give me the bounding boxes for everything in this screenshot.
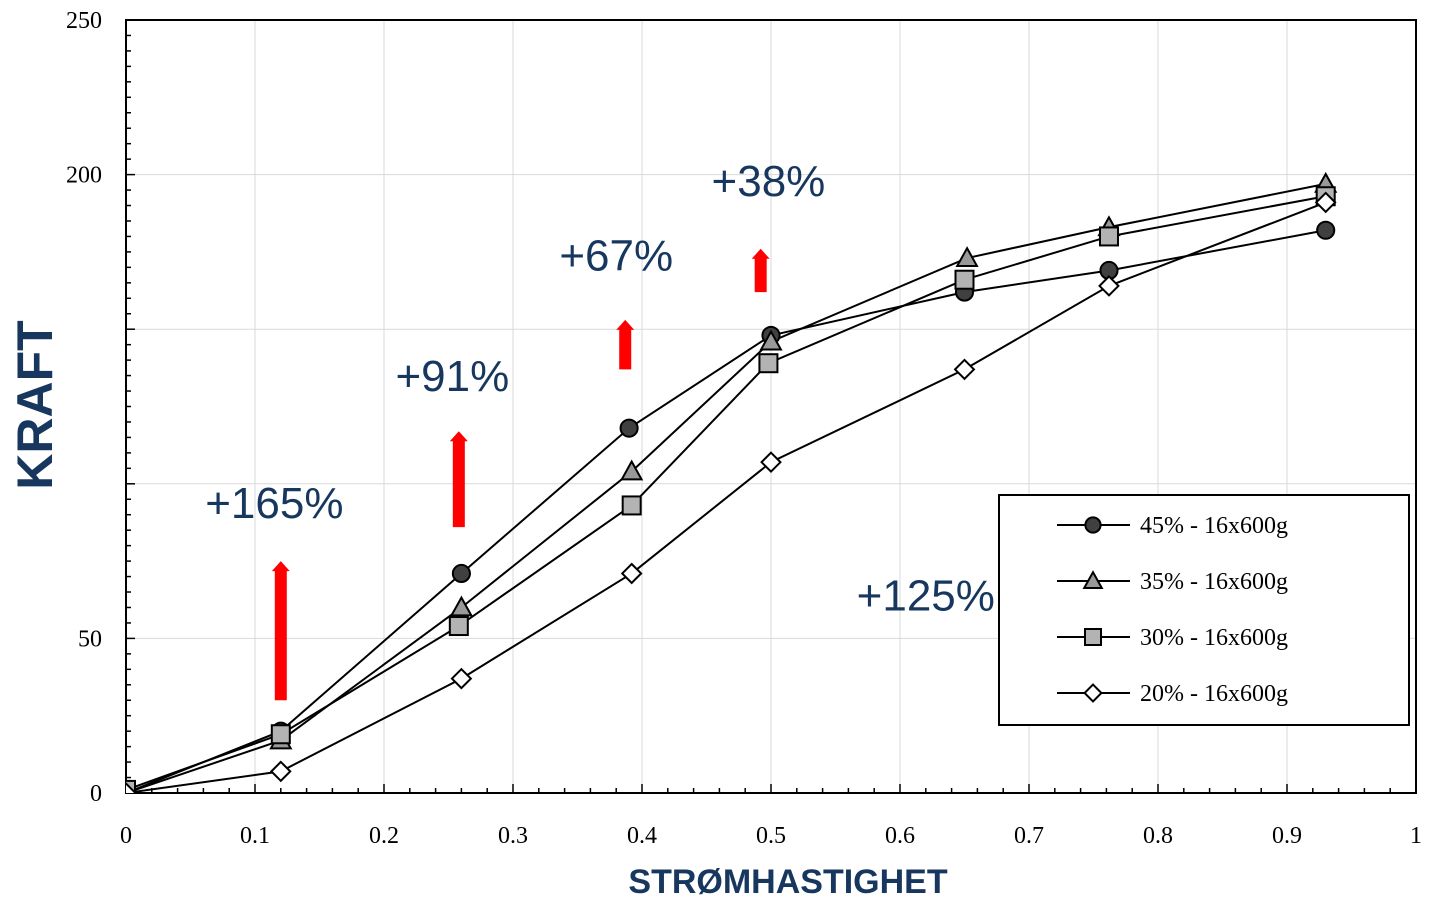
marker-circle bbox=[1084, 516, 1102, 534]
legend-marker bbox=[1083, 683, 1103, 703]
marker-diamond bbox=[620, 562, 643, 585]
x-tick-label: 0.2 bbox=[369, 823, 399, 849]
marker-square bbox=[1084, 628, 1102, 646]
legend-label: 45% - 16x600g bbox=[1140, 513, 1288, 539]
marker-square bbox=[954, 269, 975, 290]
marker-square bbox=[448, 616, 469, 637]
y-axis-title-group: KRAFT bbox=[7, 320, 63, 489]
marker-circle bbox=[451, 563, 471, 584]
marker-triangle bbox=[759, 329, 783, 351]
series-diamond bbox=[126, 201, 1327, 793]
annotation-label: +91% bbox=[395, 352, 509, 401]
y-tick-label: 50 bbox=[78, 626, 102, 652]
x-tick-label: 0.1 bbox=[240, 823, 270, 849]
arrow bbox=[751, 248, 770, 293]
x-tick-label: 0.5 bbox=[756, 823, 786, 849]
x-tick-label: 0 bbox=[120, 823, 132, 849]
marker-triangle bbox=[955, 246, 979, 268]
marker-triangle bbox=[1082, 570, 1104, 590]
y-axis-title: KRAFT bbox=[7, 320, 63, 489]
minor-ticks bbox=[125, 19, 1417, 794]
series-square bbox=[126, 195, 1326, 791]
arrow bbox=[616, 319, 635, 370]
y-tick-label: 200 bbox=[66, 163, 102, 189]
series-line bbox=[126, 201, 1327, 793]
series-markers bbox=[126, 186, 1336, 793]
marker-square bbox=[758, 353, 779, 374]
marker-circle bbox=[1316, 220, 1336, 240]
x-tick-label: 0.7 bbox=[1014, 823, 1044, 849]
marker-square bbox=[621, 495, 642, 516]
x-tick-label: 0.8 bbox=[1143, 823, 1173, 849]
legend-label: 35% - 16x600g bbox=[1140, 569, 1288, 595]
annotation-label: +125% bbox=[857, 572, 995, 621]
marker-diamond bbox=[269, 760, 292, 783]
x-tick-labels: 0 0.1 0.2 0.3 0.4 0.5 0.6 0.7 0.8 0.9 1 bbox=[120, 823, 1422, 849]
annotation-label: +67% bbox=[559, 231, 673, 280]
marker-square bbox=[270, 724, 291, 745]
series-markers bbox=[126, 191, 1337, 793]
arrow bbox=[449, 431, 468, 528]
annotations-group: +165% +91% +67% +38% +125% bbox=[205, 157, 995, 620]
x-tick-label: 0.9 bbox=[1272, 823, 1302, 849]
marker-triangle bbox=[620, 459, 644, 481]
series-circle bbox=[126, 229, 1326, 793]
marker-diamond bbox=[1083, 683, 1103, 703]
marker-diamond bbox=[1098, 275, 1120, 297]
marker-diamond bbox=[760, 451, 782, 474]
legend-label: 30% - 16x600g bbox=[1140, 625, 1288, 651]
marker-triangle bbox=[449, 595, 473, 617]
marker-square bbox=[1098, 226, 1119, 247]
arrow bbox=[271, 561, 290, 701]
series-line bbox=[126, 182, 1326, 793]
series-group bbox=[126, 171, 1338, 793]
series-line bbox=[126, 195, 1326, 791]
x-tick-label: 0.3 bbox=[498, 823, 528, 849]
marker-diamond bbox=[450, 667, 473, 690]
marker-diamond bbox=[126, 782, 137, 793]
series-line bbox=[126, 229, 1326, 793]
x-tick-label: 0.4 bbox=[627, 823, 657, 849]
x-axis-title: STRØMHASTIGHET bbox=[628, 863, 947, 899]
y-tick-label: 250 bbox=[66, 8, 102, 34]
legend-marker bbox=[1084, 516, 1102, 534]
x-tick-label: 0.6 bbox=[885, 823, 915, 849]
legend-marker bbox=[1084, 628, 1102, 646]
legend-marker bbox=[1082, 570, 1104, 590]
y-tick-labels: 0 50 200 250 bbox=[66, 8, 102, 807]
legend-box bbox=[998, 494, 1410, 726]
annotation-label: +38% bbox=[712, 157, 826, 206]
legend: 45% - 16x600g 35% - 16x600g 30% - 16x600g 2… bbox=[998, 494, 1410, 726]
marker-diamond bbox=[953, 358, 976, 381]
x-tick-label: 1 bbox=[1410, 823, 1422, 849]
series-triangle bbox=[126, 182, 1326, 793]
annotation-label: +165% bbox=[205, 479, 343, 528]
y-tick-label: 0 bbox=[90, 781, 102, 807]
legend-label: 20% - 16x600g bbox=[1140, 681, 1288, 707]
marker-circle bbox=[619, 418, 639, 438]
marker-diamond bbox=[1314, 191, 1337, 214]
